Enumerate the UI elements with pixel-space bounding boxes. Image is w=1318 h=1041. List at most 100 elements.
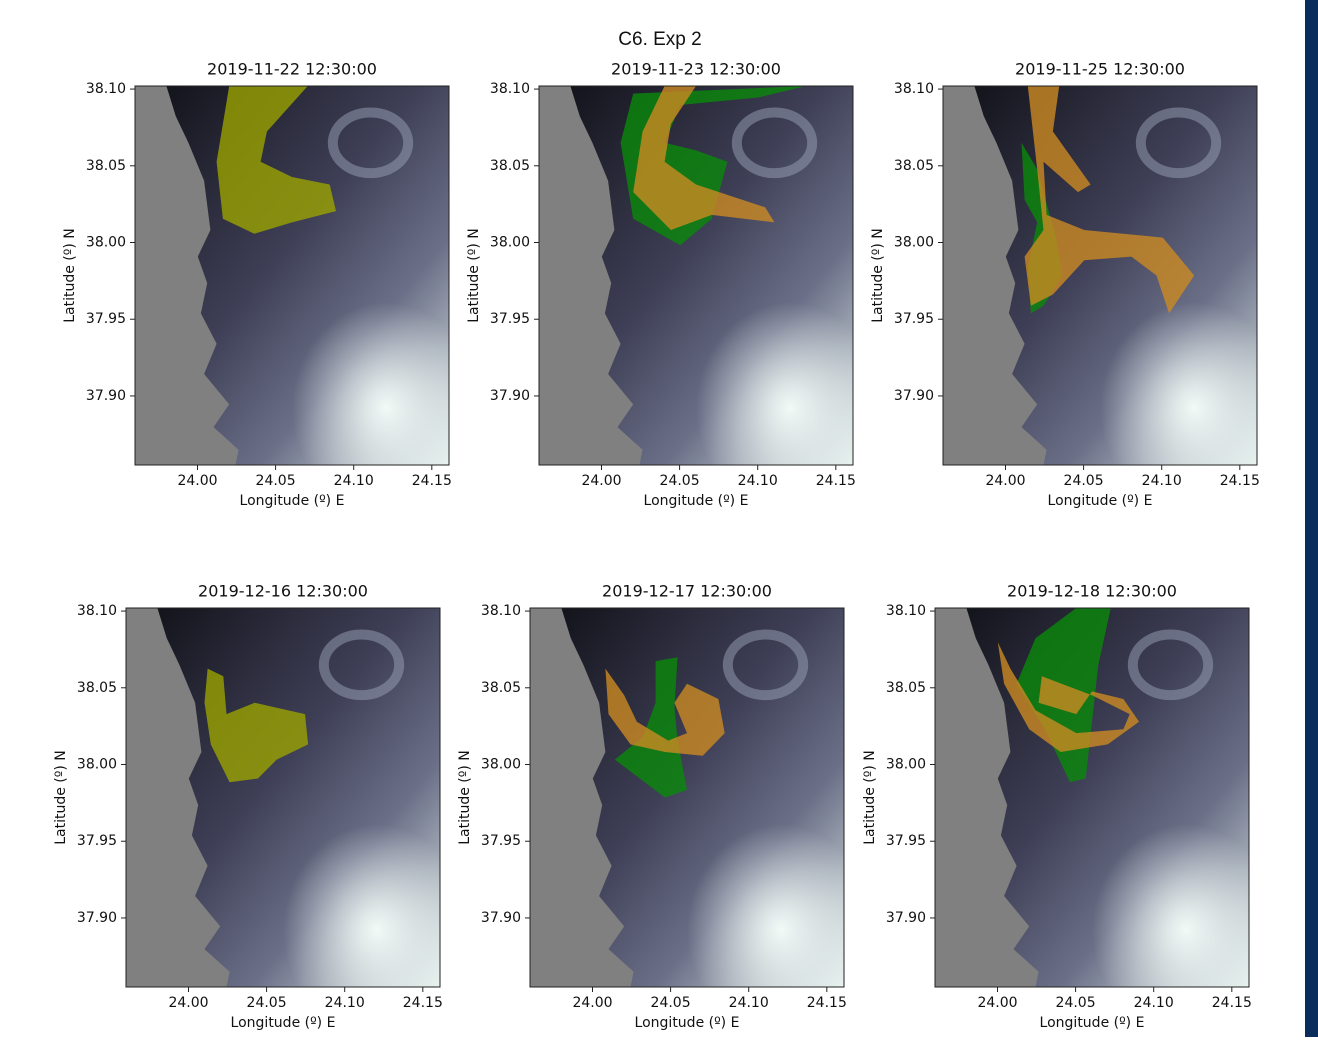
- x-tick-label: 24.15: [816, 473, 856, 489]
- y-tick-label: 37.90: [481, 910, 521, 926]
- particle-area: [204, 668, 309, 783]
- y-axis-label: Latitude (º) N: [53, 750, 69, 845]
- axes-frame: [942, 85, 1258, 466]
- y-tick-label: 38.05: [894, 158, 934, 174]
- side-bar: [1305, 0, 1318, 1037]
- x-tick-label: 24.10: [729, 995, 769, 1011]
- y-tick-label: 38.05: [77, 680, 117, 696]
- x-tick-label: 24.15: [807, 995, 847, 1011]
- y-tick-label: 37.95: [894, 311, 934, 327]
- y-axis-label: Latitude (º) N: [862, 750, 878, 845]
- y-tick-label: 37.95: [86, 311, 126, 327]
- panel-title: 2019-12-18 12:30:00: [1007, 582, 1177, 601]
- y-tick-label: 38.00: [86, 235, 126, 251]
- y-axis-label: Latitude (º) N: [62, 228, 78, 323]
- x-tick-label: 24.15: [1220, 473, 1260, 489]
- x-tick-label: 24.15: [1212, 995, 1252, 1011]
- eddy: [1127, 629, 1214, 701]
- map-area: [539, 86, 853, 465]
- x-tick-label: 24.10: [334, 473, 374, 489]
- eddy: [327, 107, 414, 179]
- eddy: [1135, 107, 1222, 179]
- panel-title: 2019-11-23 12:30:00: [611, 60, 781, 79]
- land: [135, 86, 239, 465]
- particle-area: [216, 86, 336, 234]
- land: [126, 608, 230, 987]
- x-tick-label: 24.00: [177, 473, 217, 489]
- y-tick-label: 38.05: [490, 158, 530, 174]
- particle-area: [997, 642, 1140, 752]
- land: [943, 86, 1047, 465]
- x-axis-label: Longitude (º) E: [644, 493, 749, 509]
- y-tick-label: 37.95: [77, 833, 117, 849]
- x-tick-label: 24.10: [738, 473, 778, 489]
- x-axis-label: Longitude (º) E: [231, 1015, 336, 1031]
- panel-title: 2019-11-22 12:30:00: [207, 60, 377, 79]
- x-axis-label: Longitude (º) E: [1048, 493, 1153, 509]
- y-tick-label: 38.10: [894, 81, 934, 97]
- panel-title: 2019-11-25 12:30:00: [1015, 60, 1185, 79]
- x-tick-label: 24.05: [660, 473, 700, 489]
- x-tick-label: 24.05: [1056, 995, 1096, 1011]
- x-tick-label: 24.00: [168, 995, 208, 1011]
- y-tick-label: 37.95: [490, 311, 530, 327]
- y-tick-label: 38.10: [86, 81, 126, 97]
- map-area: [135, 86, 449, 465]
- y-tick-label: 37.90: [77, 910, 117, 926]
- y-tick-label: 38.10: [886, 603, 926, 619]
- y-tick-label: 38.05: [86, 158, 126, 174]
- y-axis-label: Latitude (º) N: [466, 228, 482, 323]
- y-tick-label: 38.10: [481, 603, 521, 619]
- map-area: [530, 608, 844, 987]
- y-tick-label: 38.05: [481, 680, 521, 696]
- x-tick-label: 24.00: [977, 995, 1017, 1011]
- land: [935, 608, 1039, 987]
- particle-area: [633, 86, 775, 230]
- y-tick-label: 38.00: [77, 757, 117, 773]
- y-axis-label: Latitude (º) N: [870, 228, 886, 323]
- light-water: [687, 824, 844, 987]
- axes-frame: [125, 607, 441, 988]
- y-tick-label: 37.95: [481, 833, 521, 849]
- light-water: [292, 302, 449, 465]
- x-tick-label: 24.00: [581, 473, 621, 489]
- x-axis-label: Longitude (º) E: [1040, 1015, 1145, 1031]
- map-area: [943, 86, 1257, 465]
- x-tick-label: 24.15: [412, 473, 452, 489]
- land: [530, 608, 634, 987]
- x-tick-label: 24.00: [572, 995, 612, 1011]
- x-axis-label: Longitude (º) E: [635, 1015, 740, 1031]
- x-tick-label: 24.05: [1064, 473, 1104, 489]
- y-tick-label: 38.05: [886, 680, 926, 696]
- x-tick-label: 24.00: [985, 473, 1025, 489]
- eddy: [731, 107, 818, 179]
- map-area: [935, 608, 1249, 987]
- x-tick-label: 24.05: [247, 995, 287, 1011]
- y-tick-label: 37.90: [86, 388, 126, 404]
- y-tick-label: 38.10: [77, 603, 117, 619]
- x-tick-label: 24.05: [651, 995, 691, 1011]
- y-tick-label: 37.90: [894, 388, 934, 404]
- x-tick-label: 24.10: [325, 995, 365, 1011]
- x-tick-label: 24.05: [256, 473, 296, 489]
- figure-title: C6. Exp 2: [618, 29, 701, 50]
- y-tick-label: 37.90: [886, 910, 926, 926]
- axes-frame: [934, 607, 1250, 988]
- light-water: [283, 824, 440, 987]
- y-tick-label: 37.90: [490, 388, 530, 404]
- x-tick-label: 24.10: [1142, 473, 1182, 489]
- y-tick-label: 38.10: [490, 81, 530, 97]
- y-tick-label: 37.95: [886, 833, 926, 849]
- panel-title: 2019-12-17 12:30:00: [602, 582, 772, 601]
- particle-area: [605, 668, 725, 756]
- light-water: [1092, 824, 1249, 987]
- axes-frame: [134, 85, 450, 466]
- particle-area: [1024, 86, 1195, 314]
- y-tick-label: 38.00: [490, 235, 530, 251]
- map-area: [126, 608, 440, 987]
- eddy: [722, 629, 809, 701]
- light-water: [1100, 302, 1257, 465]
- particle-area: [614, 657, 687, 798]
- x-tick-label: 24.10: [1134, 995, 1174, 1011]
